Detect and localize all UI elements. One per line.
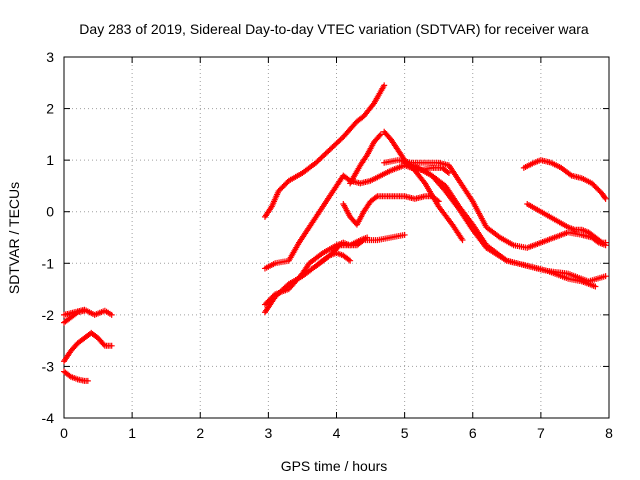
y-tick-label: -3 <box>42 358 55 374</box>
x-tick-label: 7 <box>537 425 545 441</box>
y-tick-label: 0 <box>46 204 54 220</box>
series-s8 <box>261 231 408 308</box>
y-axis-label: SDTVAR / TECUs <box>6 182 22 294</box>
x-tick-label: 8 <box>605 425 613 441</box>
x-tick-label: 6 <box>469 425 477 441</box>
data-point <box>459 237 466 244</box>
y-tick-label: 3 <box>46 49 54 65</box>
series-s16 <box>520 157 609 202</box>
data-point <box>377 131 384 138</box>
axis-ticks: 0 1 2 3 4 5 6 7 8 -4 -3 -2 -1 0 1 2 3 <box>42 49 614 441</box>
data-point <box>373 194 380 201</box>
data-point <box>445 170 452 177</box>
data-point <box>73 310 80 317</box>
data-point <box>347 257 354 264</box>
series-s12 <box>381 128 466 244</box>
data-point <box>359 238 366 245</box>
y-tick-label: -4 <box>42 410 55 426</box>
x-tick-label: 3 <box>264 425 272 441</box>
x-tick-label: 4 <box>333 425 341 441</box>
y-tick-label: -1 <box>42 255 55 271</box>
data-point <box>601 194 608 201</box>
data-point <box>108 342 115 349</box>
series-s3 <box>61 329 115 365</box>
y-tick-label: 1 <box>46 152 54 168</box>
series-s10 <box>340 193 442 228</box>
y-tick-label: -2 <box>42 307 55 323</box>
data-point <box>381 82 388 89</box>
data-point <box>592 283 599 290</box>
data-point <box>444 169 451 176</box>
data-point <box>376 132 383 139</box>
data-point <box>602 195 609 202</box>
series-s9 <box>313 249 354 269</box>
series-s17 <box>524 200 609 246</box>
grid-lines <box>64 57 609 418</box>
data-point <box>100 341 107 348</box>
data-point <box>602 273 609 280</box>
data-point <box>325 253 332 260</box>
series-s11 <box>347 131 384 187</box>
series-s5 <box>261 82 388 220</box>
y-tick-label: 2 <box>46 101 54 117</box>
data-point <box>401 231 408 238</box>
data-points <box>61 82 609 384</box>
chart-title: Day 283 of 2019, Sidereal Day-to-day VTE… <box>79 21 589 37</box>
series-s2 <box>61 307 88 326</box>
series-s15 <box>415 164 599 290</box>
x-tick-label: 2 <box>196 425 204 441</box>
x-tick-label: 0 <box>60 425 68 441</box>
x-tick-label: 1 <box>128 425 136 441</box>
x-tick-label: 5 <box>401 425 409 441</box>
series-s13 <box>381 157 609 251</box>
data-point <box>108 311 115 318</box>
data-point <box>345 256 352 263</box>
data-point <box>84 377 91 384</box>
data-point <box>81 307 88 314</box>
data-point <box>602 239 609 246</box>
series-s4 <box>61 368 91 384</box>
data-point <box>66 372 73 379</box>
x-axis-label: GPS time / hours <box>281 458 388 474</box>
data-point <box>597 238 604 245</box>
